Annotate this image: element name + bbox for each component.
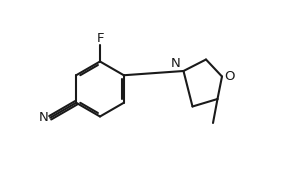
Text: N: N [171, 56, 180, 69]
Text: F: F [96, 31, 104, 44]
Text: N: N [39, 111, 48, 124]
Text: O: O [225, 70, 235, 83]
